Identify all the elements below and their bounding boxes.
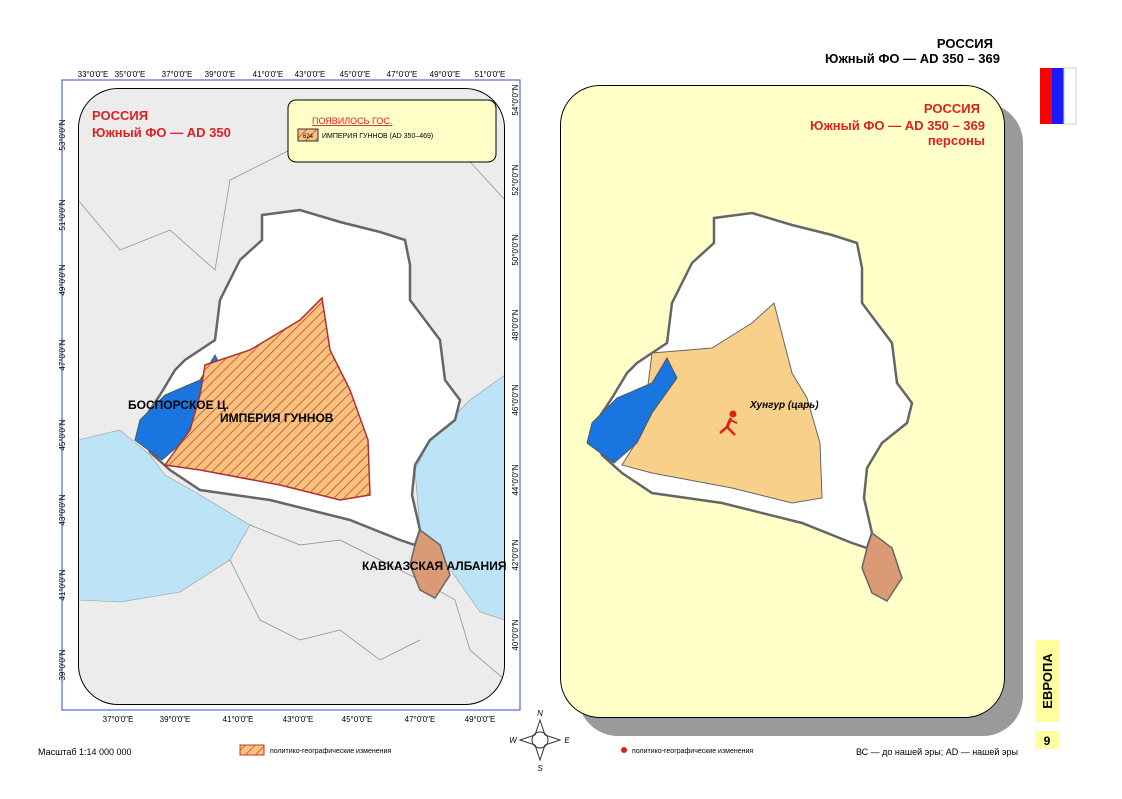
longitude-label: 35°0'0"E — [115, 70, 146, 79]
flag — [1040, 67, 1077, 125]
legend-dot — [621, 747, 627, 753]
right-map-subtitle: Южный ФО — AD 350 – 369 — [810, 118, 985, 133]
longitude-label: 39°0'0"E — [205, 70, 236, 79]
latitude-label: 51°0'0"N — [58, 199, 67, 230]
left-map-subtitle: Южный ФО — AD 350 — [92, 125, 231, 140]
latitude-label: 46°0'0"N — [511, 384, 520, 415]
longitude-label: 45°0'0"E — [342, 715, 373, 724]
latitude-label: 42°0'0"N — [511, 539, 520, 570]
person-icon — [719, 410, 738, 436]
longitude-label: 47°0'0"E — [405, 715, 436, 724]
compass-letter: W — [509, 736, 518, 745]
region-label: КАВКАЗСКАЯ АЛБАНИЯ — [362, 559, 506, 573]
left-map-title: РОССИЯ — [92, 108, 148, 123]
latitude-label: 54°0'0"N — [511, 84, 520, 115]
latitude-label: 50°0'0"N — [511, 234, 520, 265]
header-title: РОССИЯ — [937, 36, 993, 51]
latitude-label: 39°0'0"N — [58, 649, 67, 680]
legend-code: 624 — [303, 134, 314, 140]
latitude-label: 52°0'0"N — [511, 164, 520, 195]
section-tab — [1035, 640, 1059, 722]
longitude-label: 37°0'0"E — [162, 70, 193, 79]
footer-legend: политико-географические изменения — [270, 748, 391, 755]
longitude-label: 39°0'0"E — [160, 715, 191, 724]
longitude-label: 33°0'0"E — [78, 70, 109, 79]
longitude-label: 37°0'0"E — [103, 715, 134, 724]
latitude-label: 45°0'0"N — [58, 419, 67, 450]
coordinate-ticks: 33°0'0"E 35°0'0"E 37°0'0"E 39°0'0"E 41°0'0"E… — [58, 70, 520, 724]
region-label: БОСПОРСКОЕ Ц. — [128, 398, 229, 412]
scale-text: Масштаб 1:14 000 000 — [38, 747, 132, 757]
page-tab — [1035, 731, 1059, 749]
legend-label: ИМПЕРИЯ ГУННОВ (AD 350–469) — [322, 133, 433, 140]
latitude-label: 41°0'0"N — [58, 569, 67, 600]
latitude-label: 48°0'0"N — [511, 309, 520, 340]
region-label: ИМПЕРИЯ ГУННОВ — [220, 411, 334, 425]
latitude-label: 49°0'0"N — [58, 264, 67, 295]
right-map-title: РОССИЯ — [924, 101, 980, 116]
compass-letter: E — [564, 736, 570, 745]
longitude-label: 45°0'0"E — [340, 70, 371, 79]
longitude-label: 49°0'0"E — [465, 715, 496, 724]
latitude-label: 44°0'0"N — [511, 464, 520, 495]
latitude-label: 53°0'0"N — [58, 119, 67, 150]
longitude-label: 49°0'0"E — [430, 70, 461, 79]
longitude-label: 43°0'0"E — [283, 715, 314, 724]
latitude-label: 43°0'0"N — [58, 494, 67, 525]
compass-letter: S — [537, 764, 543, 773]
header-subtitle: Южный ФО — AD 350 – 369 — [825, 51, 1000, 66]
person-label: Хунгур (царь) — [749, 400, 819, 411]
era-note: ВС — до нашей эры; AD — нашей эры — [856, 747, 1018, 757]
longitude-label: 43°0'0"E — [295, 70, 326, 79]
footer-legend: политико-географические изменения — [632, 748, 753, 755]
section-label: ЕВРОПА — [1040, 653, 1055, 709]
right-map — [560, 85, 1005, 718]
longitude-label: 41°0'0"E — [223, 715, 254, 724]
right-map-note: персоны — [928, 133, 985, 148]
compass-rose — [518, 718, 562, 762]
longitude-label: 51°0'0"E — [475, 70, 506, 79]
page-number: 9 — [1044, 734, 1051, 748]
latitude-label: 47°0'0"N — [58, 339, 67, 370]
longitude-label: 41°0'0"E — [253, 70, 284, 79]
legend-swatch — [239, 744, 265, 756]
left-map — [78, 88, 505, 705]
longitude-label: 47°0'0"E — [387, 70, 418, 79]
latitude-label: 40°0'0"N — [511, 619, 520, 650]
tick-frame — [61, 79, 521, 711]
map-legend: ПОЯВИЛОСЬ ГОС. 624 ИМПЕРИЯ ГУННОВ (AD 35… — [287, 99, 497, 163]
legend-heading: ПОЯВИЛОСЬ ГОС. — [312, 116, 392, 126]
compass-letter: N — [537, 709, 543, 718]
